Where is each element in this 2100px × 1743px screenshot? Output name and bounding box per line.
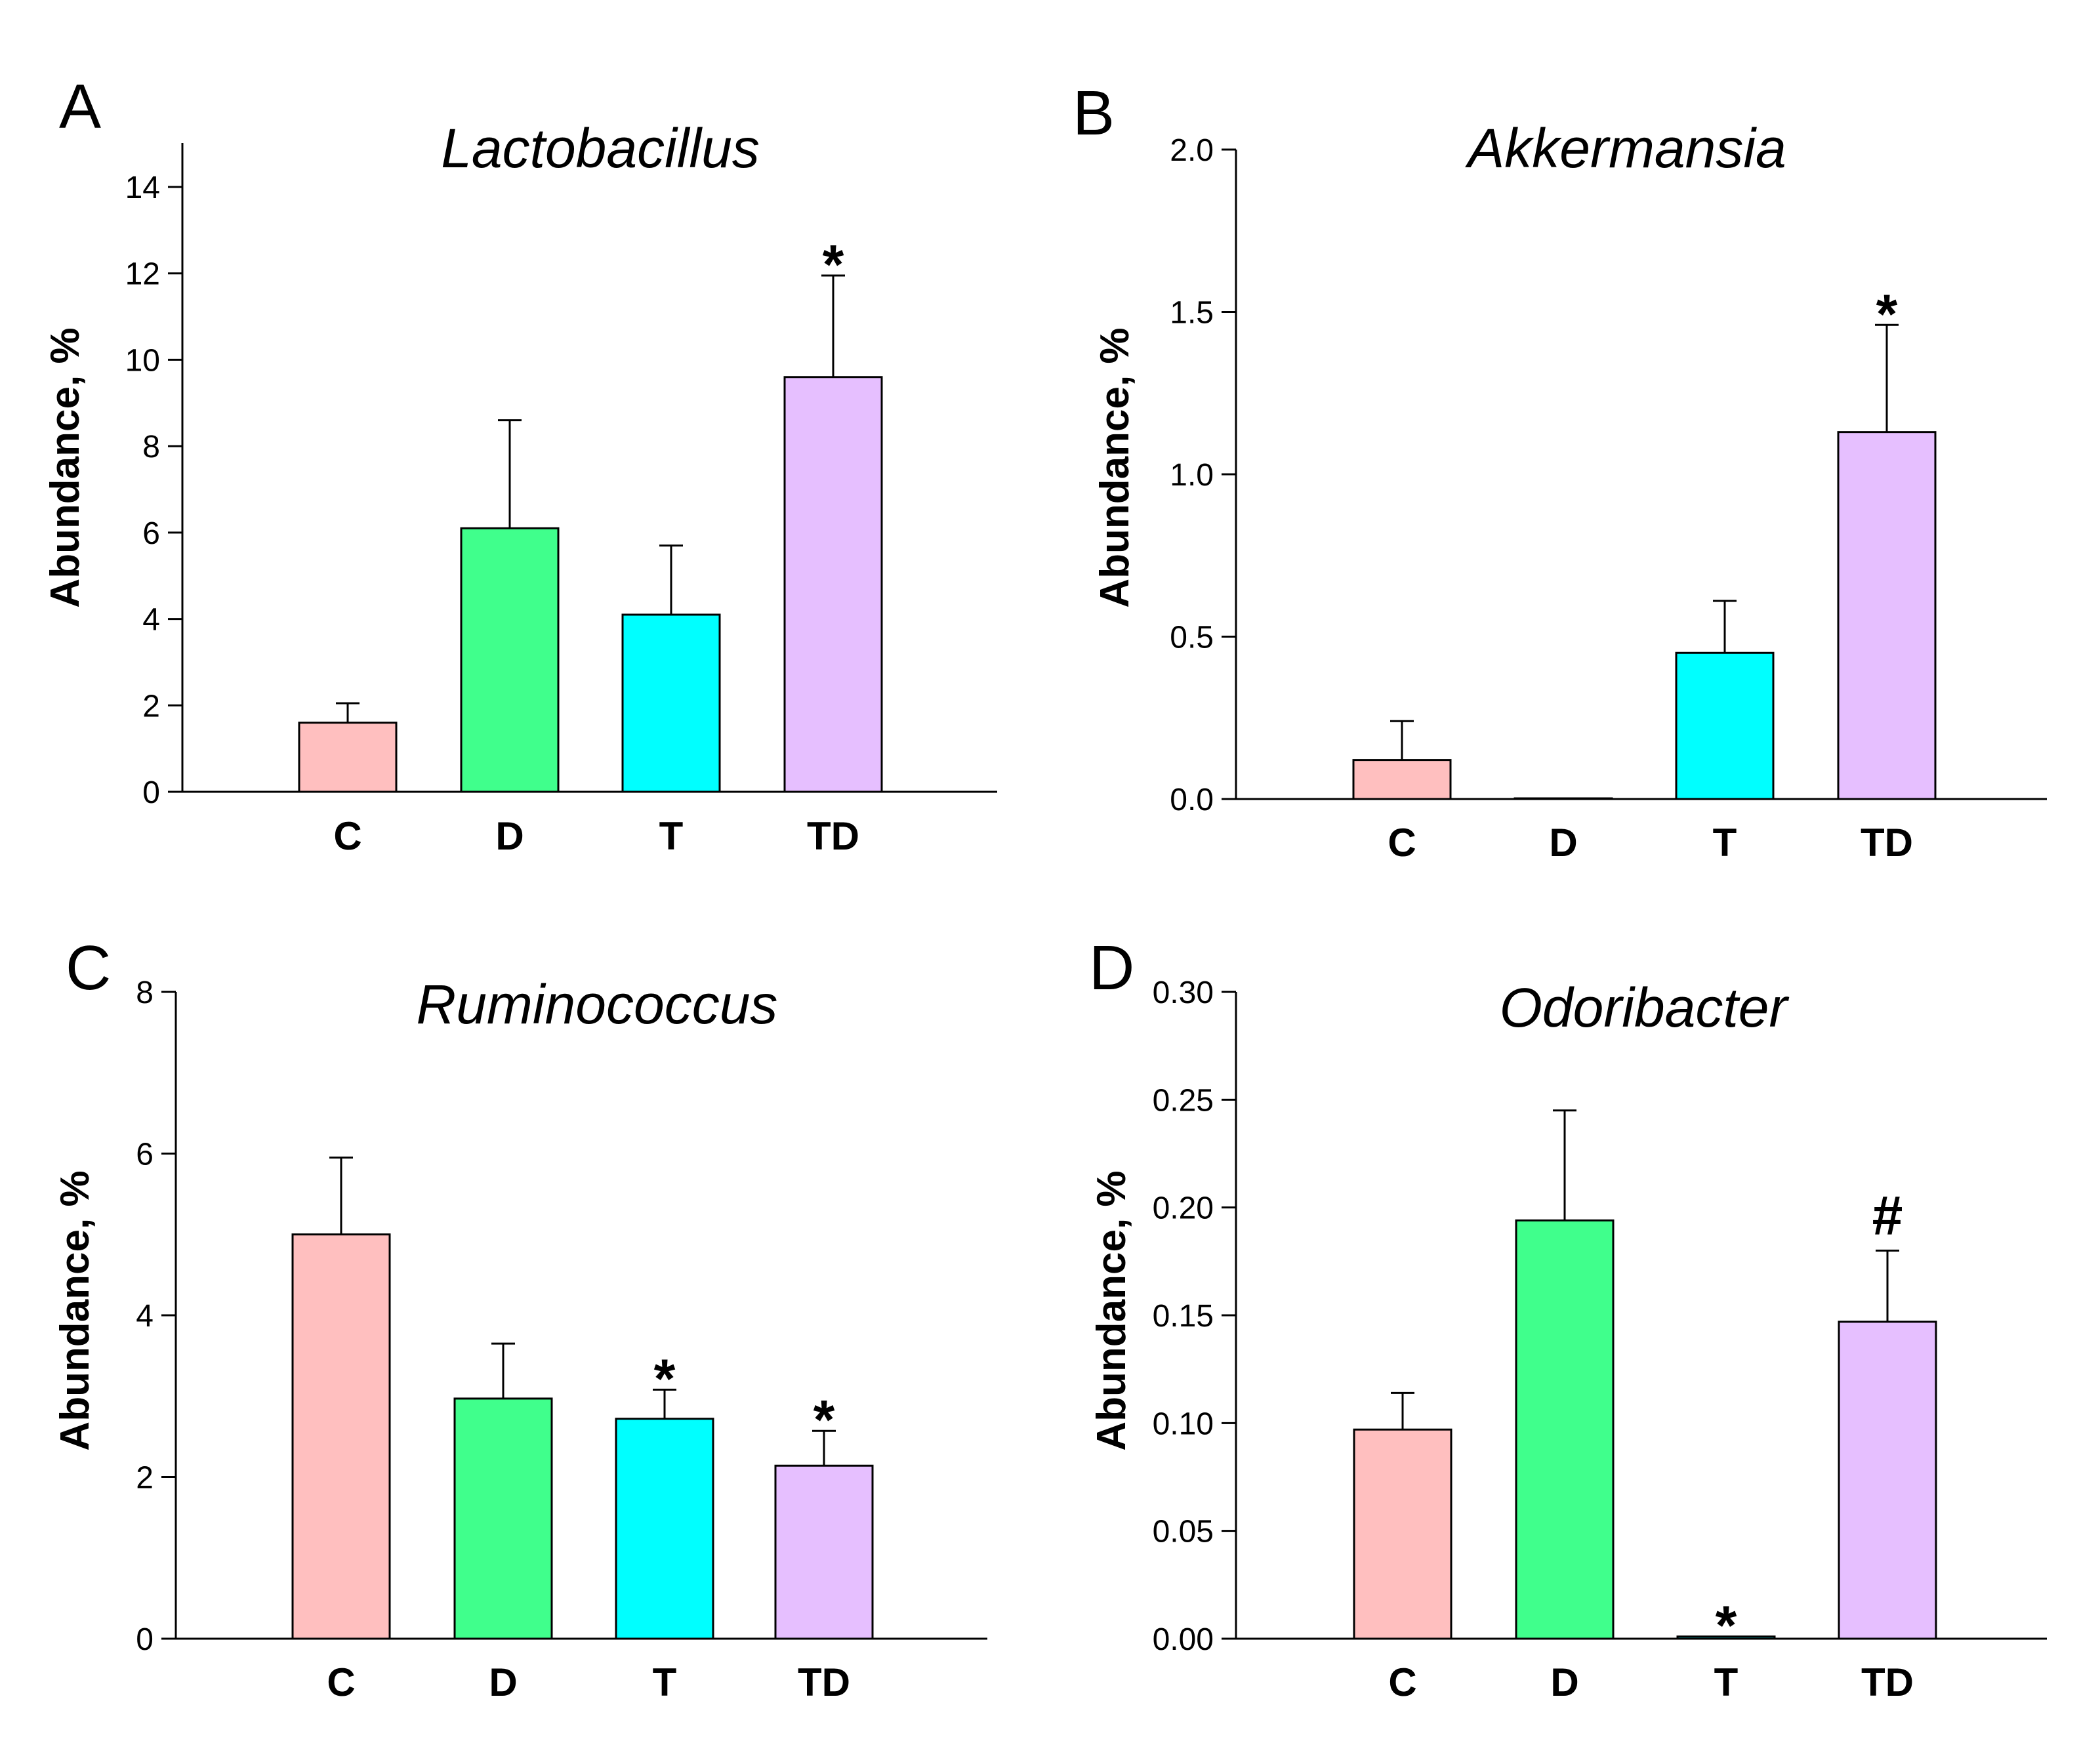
significance-marker-td: *: [823, 234, 844, 295]
y-tick-label: 0.20: [1153, 1191, 1214, 1226]
y-tick-label: 0.25: [1153, 1083, 1214, 1118]
y-tick-label: 0: [142, 775, 160, 810]
bar-td: [783, 376, 883, 793]
panel-b: B Akkermansia Abundance, % 0.0 0.5 1.0 1.5 2.0 C…: [1073, 78, 2047, 865]
category-label-d: D: [1550, 1660, 1578, 1704]
y-tick-label: 0.5: [1170, 621, 1214, 655]
chart-title: Ruminococcus: [417, 974, 778, 1035]
bar-d: [453, 1397, 553, 1640]
y-tick-label: 0: [136, 1622, 154, 1657]
panel-letter: D: [1089, 933, 1134, 1003]
panel-letter: B: [1073, 78, 1115, 148]
y-tick-label: 2.0: [1170, 133, 1214, 168]
y-tick-label: 1.5: [1170, 296, 1214, 331]
category-label-c: C: [333, 814, 361, 858]
y-tick-label: 6: [142, 516, 160, 551]
bar-td: [1837, 431, 1937, 800]
y-tick-label: 10: [125, 343, 160, 378]
category-label-td: TD: [807, 814, 859, 858]
y-tick-label: 14: [125, 171, 160, 205]
category-label-t: T: [1714, 1660, 1739, 1704]
category-label-t: T: [653, 1660, 677, 1704]
bar-t: [1676, 1635, 1776, 1640]
significance-marker-td: *: [813, 1389, 835, 1450]
category-label-td: TD: [798, 1660, 850, 1704]
bar-c: [1352, 759, 1452, 800]
y-tick-label: 4: [142, 603, 160, 638]
panel-letter: A: [59, 72, 101, 142]
bar-t: [621, 613, 721, 793]
chart-title: Odoribacter: [1500, 977, 1790, 1038]
bar-c: [291, 1233, 391, 1640]
y-tick-label: 2: [136, 1461, 154, 1496]
y-tick-label: 2: [142, 689, 160, 724]
category-label-c: C: [327, 1660, 355, 1704]
bar-t: [615, 1418, 714, 1640]
panel-a: A Lactobacillus Abundance, % 0 2 4 6 8 10 12 14 C D T…: [43, 72, 997, 858]
category-label-c: C: [1388, 821, 1416, 865]
panel-d: D Odoribacter Abundance, % 0.00 0.05 0.10 0.15…: [1089, 933, 2047, 1704]
bar-c: [1353, 1428, 1452, 1640]
y-tick-label: 0.15: [1153, 1299, 1214, 1334]
category-label-d: D: [489, 1660, 517, 1704]
category-label-d: D: [1549, 821, 1577, 865]
y-tick-label: 0.0: [1170, 783, 1214, 817]
category-label-d: D: [495, 814, 524, 858]
category-label-t: T: [1713, 821, 1737, 865]
y-tick-label: 6: [136, 1138, 154, 1172]
y-tick-label: 12: [125, 257, 160, 292]
y-tick-label: 8: [142, 430, 160, 464]
panel-letter: C: [66, 933, 111, 1003]
significance-marker-td: *: [1876, 283, 1898, 344]
bar-d: [460, 527, 560, 793]
y-axis-label: Abundance, %: [52, 1170, 98, 1450]
chart-title: Akkermansia: [1464, 117, 1786, 179]
chart-title: Lactobacillus: [441, 117, 760, 179]
significance-marker-td: #: [1872, 1184, 1903, 1246]
y-axis-label: Abundance, %: [43, 327, 88, 607]
category-label-c: C: [1388, 1660, 1416, 1704]
y-tick-label: 1.0: [1170, 458, 1214, 493]
y-tick-label: 4: [136, 1299, 154, 1334]
y-axis-label: Abundance, %: [1092, 327, 1138, 607]
bar-td: [774, 1464, 874, 1640]
category-label-td: TD: [1861, 1660, 1914, 1704]
y-tick-label: 0.05: [1153, 1515, 1214, 1549]
bar-c: [298, 722, 398, 793]
bar-t: [1675, 651, 1775, 800]
y-axis-label: Abundance, %: [1089, 1170, 1134, 1450]
y-tick-label: 0.00: [1153, 1622, 1214, 1657]
bar-td: [1838, 1321, 1937, 1640]
y-tick-label: 0.30: [1153, 975, 1214, 1010]
bar-d: [1513, 797, 1613, 800]
significance-marker-t: *: [1716, 1595, 1737, 1656]
y-tick-label: 0.10: [1153, 1406, 1214, 1441]
bar-d: [1515, 1219, 1615, 1640]
category-label-td: TD: [1861, 821, 1913, 865]
y-tick-label: 8: [136, 975, 154, 1010]
significance-marker-t: *: [654, 1347, 676, 1409]
category-label-t: T: [659, 814, 684, 858]
